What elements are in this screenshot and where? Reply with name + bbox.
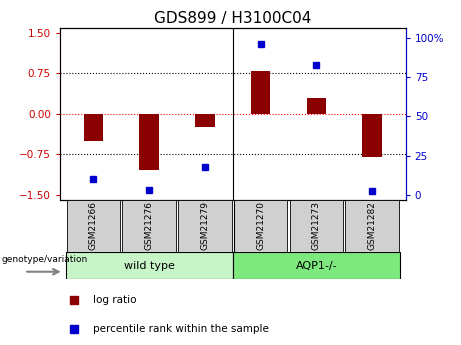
Text: GSM21279: GSM21279 (201, 201, 209, 250)
Text: GSM21282: GSM21282 (368, 201, 377, 250)
Text: log ratio: log ratio (93, 295, 136, 305)
Bar (83, 114, 103, 141)
Bar (362, 114, 382, 157)
Title: GDS899 / H3100C04: GDS899 / H3100C04 (154, 11, 312, 27)
Text: genotype/variation: genotype/variation (1, 255, 88, 264)
Bar (233, 252, 400, 279)
Bar (65, 252, 233, 279)
Bar (195, 114, 215, 127)
Text: percentile rank within the sample: percentile rank within the sample (93, 325, 269, 334)
Bar (178, 200, 232, 252)
Bar (251, 71, 271, 114)
Bar (234, 200, 288, 252)
Bar (122, 200, 176, 252)
Text: GSM21270: GSM21270 (256, 201, 265, 250)
Text: GSM21266: GSM21266 (89, 201, 98, 250)
Text: GSM21273: GSM21273 (312, 201, 321, 250)
Text: wild type: wild type (124, 261, 175, 270)
Bar (307, 98, 326, 114)
Bar (345, 200, 399, 252)
Text: AQP1-/-: AQP1-/- (296, 261, 337, 270)
Bar (290, 200, 343, 252)
Text: GSM21276: GSM21276 (145, 201, 154, 250)
Bar (67, 200, 120, 252)
Bar (139, 114, 159, 170)
